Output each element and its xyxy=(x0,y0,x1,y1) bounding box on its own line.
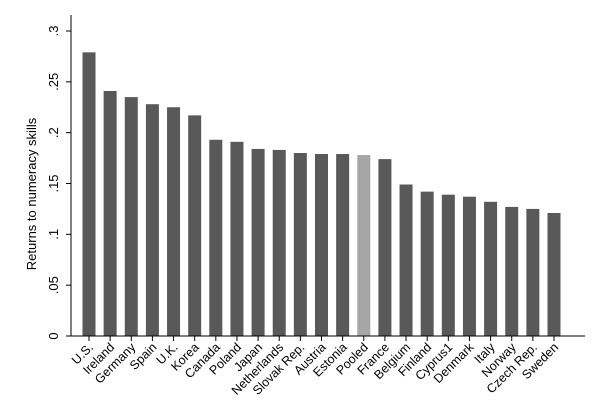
x-axis: U.S.IrelandGermanySpainU.K.KoreaCanadaPo… xyxy=(69,335,585,398)
bar-pooled xyxy=(357,155,371,336)
y-tick-label: .3 xyxy=(46,26,61,37)
bar-estonia xyxy=(336,154,350,336)
y-axis: 0 .05 .1 .15 .2 .25 .3 xyxy=(46,15,72,340)
bar-u-s xyxy=(82,52,96,336)
bar-cyprus1 xyxy=(441,194,455,336)
bar-canada xyxy=(209,139,223,336)
bar-sweden xyxy=(547,212,561,336)
y-tick-label: 0 xyxy=(46,332,61,339)
bar-u-k xyxy=(167,107,181,336)
y-tick-label: .25 xyxy=(46,73,61,91)
bar-netherlands xyxy=(272,149,286,336)
y-tick-label: .05 xyxy=(46,276,61,294)
bar-denmark xyxy=(462,196,476,336)
bar-slovak-rep xyxy=(293,153,307,336)
bar-austria xyxy=(315,154,328,336)
bar-italy xyxy=(484,201,498,336)
y-tick-label: .2 xyxy=(46,127,61,138)
y-tick-label: .15 xyxy=(46,174,61,192)
bar-norway xyxy=(505,206,519,336)
bar-ireland xyxy=(103,90,117,336)
y-axis-title: Returns to numeracy skills xyxy=(24,117,39,270)
bars-group xyxy=(82,52,561,336)
bar-poland xyxy=(230,141,244,336)
bar-finland xyxy=(420,191,434,336)
bar-germany xyxy=(124,97,138,336)
bar-spain xyxy=(145,104,159,336)
bar-japan xyxy=(251,148,265,336)
bar-korea xyxy=(188,115,202,336)
bar-czech-rep xyxy=(526,208,540,336)
bar-france xyxy=(378,159,392,336)
y-tick-label: .1 xyxy=(46,229,61,240)
bar-belgium xyxy=(399,184,413,336)
